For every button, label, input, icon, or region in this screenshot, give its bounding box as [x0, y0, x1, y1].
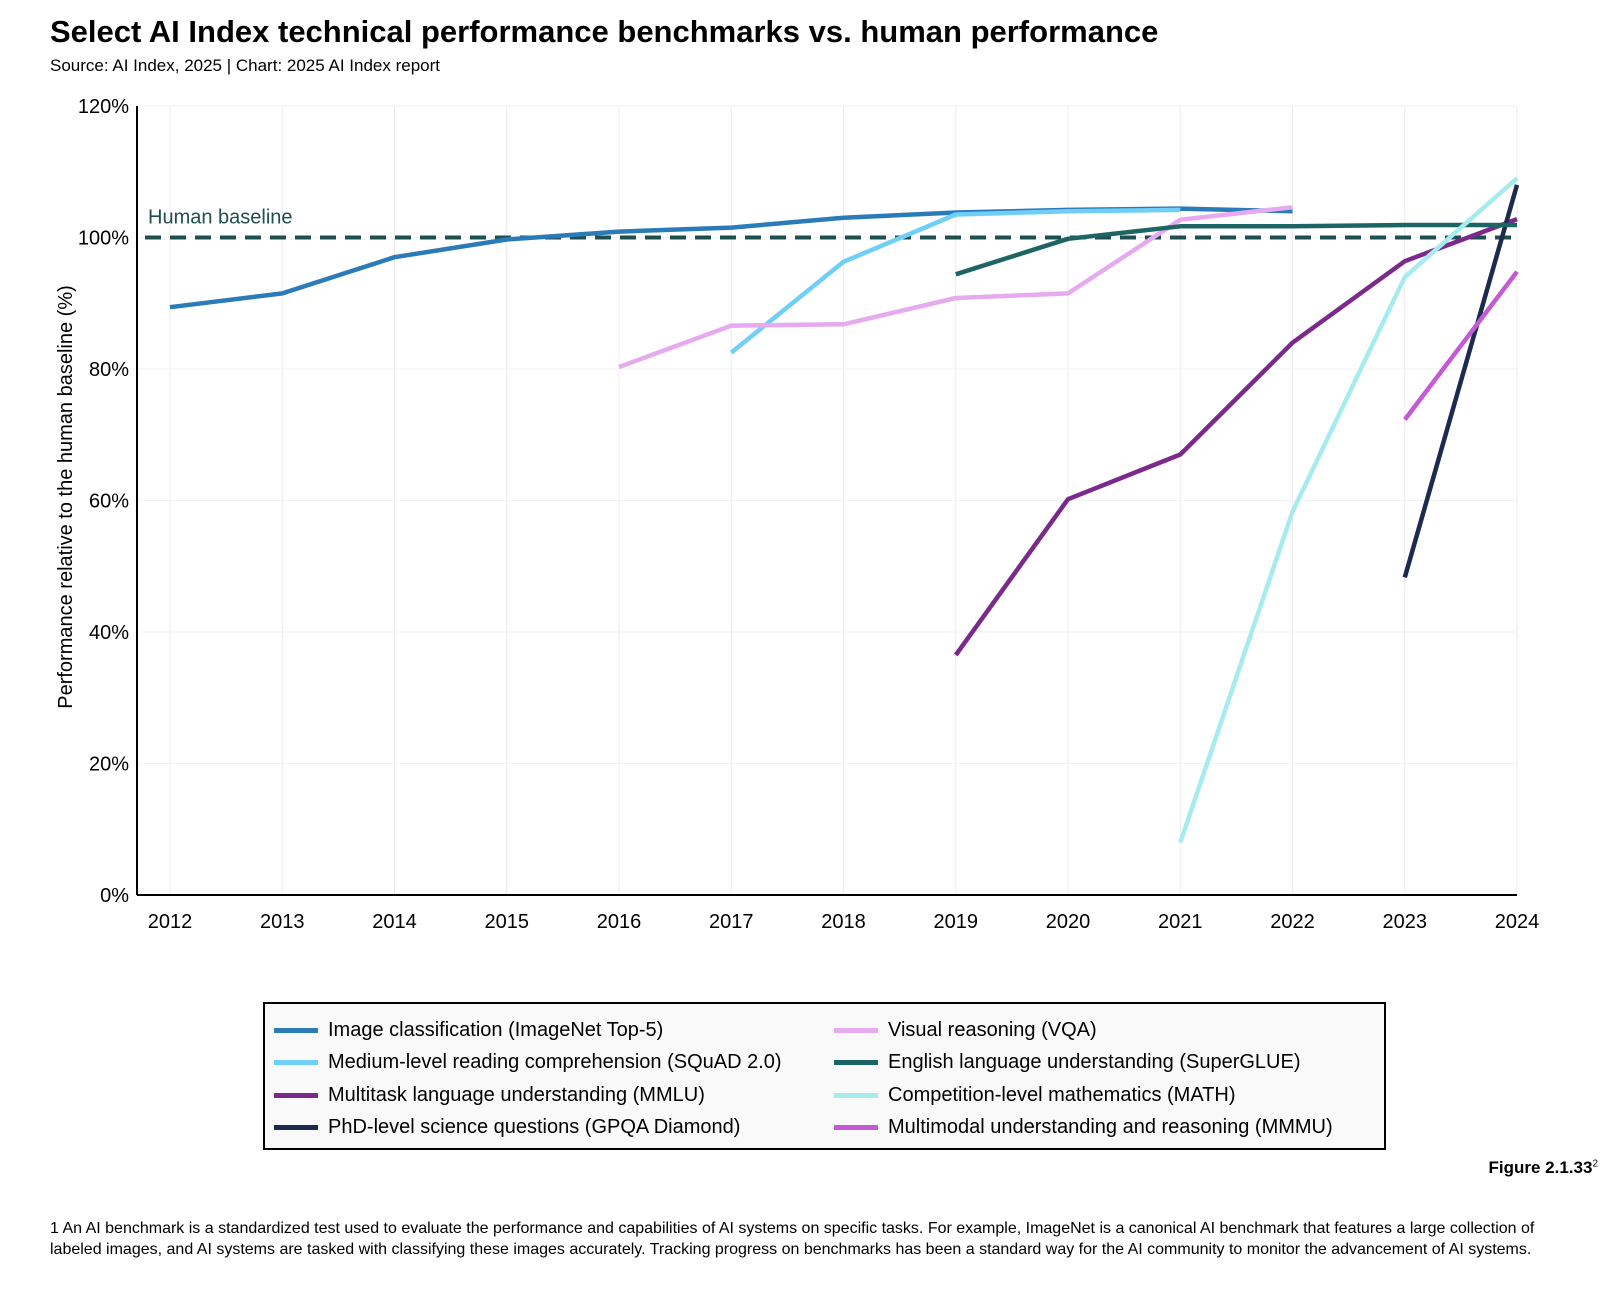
legend-item: Image classification (ImageNet Top-5) [274, 1015, 663, 1045]
x-tick-label: 2015 [485, 911, 530, 933]
x-tick-label: 2018 [821, 911, 866, 933]
series-line-4 [1402, 184, 1520, 579]
legend: Image classification (ImageNet Top-5) Med… [263, 1002, 1386, 1150]
legend-item: English language understanding (SuperGLU… [834, 1048, 1301, 1078]
x-tick-label: 2023 [1383, 911, 1428, 933]
x-tick-label: 2016 [597, 911, 642, 933]
human-baseline: Human baseline [145, 207, 1517, 240]
legend-label: English language understanding (SuperGLU… [888, 1051, 1301, 1073]
figure-label-text: Figure 2.1.33 [1488, 1158, 1593, 1177]
x-tick-label: 2013 [260, 911, 305, 933]
series-line-3 [953, 216, 1518, 657]
axes [136, 106, 1517, 896]
legend-item: PhD-level science questions (GPQA Diamon… [274, 1113, 740, 1143]
y-tick-label: 80% [89, 359, 129, 381]
x-tick-label: 2022 [1270, 911, 1315, 933]
footnote: 1 An AI benchmark is a standardized test… [50, 1220, 1535, 1258]
legend-swatch [834, 1027, 878, 1033]
x-tick-label: 2024 [1495, 911, 1540, 933]
x-tick-label: 2021 [1158, 911, 1203, 933]
x-tick-label: 2014 [372, 911, 417, 933]
legend-swatch [274, 1092, 318, 1098]
legend-label: Competition-level mathematics (MATH) [888, 1083, 1236, 1106]
legend-item: Multitask language understanding (MMLU) [274, 1080, 705, 1110]
series-line-7 [1178, 176, 1519, 844]
line-chart: Human baseline 2012 2013 2014 2015 2016 2017 2… [55, 96, 1539, 933]
legend-label: Multitask language understanding (MMLU) [328, 1083, 705, 1106]
tick-labels: 2012 2013 2014 2015 2016 2017 2018 2019 2020 2021… [78, 96, 1539, 933]
chart-subtitle: Source: AI Index, 2025 | Chart: 2025 AI … [50, 56, 440, 75]
y-tick-label: 120% [78, 96, 129, 118]
y-axis-label: Performance relative to the human baseli… [55, 285, 77, 709]
series-line-8 [1403, 270, 1519, 421]
series-line-5 [618, 205, 1293, 370]
figure-label-superscript: 2 [1592, 1158, 1598, 1170]
figure-label: Figure 2.1.332 [1489, 1158, 1599, 1178]
legend-swatch [834, 1125, 878, 1130]
legend-label: Multimodal understanding and reasoning (… [888, 1116, 1333, 1138]
y-tick-label: 20% [89, 754, 129, 776]
legend-swatch [274, 1125, 318, 1130]
series-lines [169, 176, 1520, 844]
legend-item: Competition-level mathematics (MATH) [834, 1080, 1236, 1110]
legend-swatch [834, 1092, 878, 1098]
legend-label: PhD-level science questions (GPQA Diamon… [328, 1116, 741, 1138]
x-tick-label: 2019 [934, 911, 979, 933]
legend-item: Visual reasoning (VQA) [834, 1015, 1097, 1045]
human-baseline-label: Human baseline [148, 207, 293, 229]
legend-swatch [274, 1027, 318, 1033]
y-tick-label: 60% [89, 491, 129, 513]
legend-item: Multimodal understanding and reasoning (… [834, 1113, 1333, 1143]
x-tick-label: 2017 [709, 911, 754, 933]
legend-label: Visual reasoning (VQA) [888, 1018, 1097, 1041]
legend-swatch [834, 1060, 878, 1065]
y-tick-label: 100% [78, 228, 129, 250]
series-line-2 [729, 207, 1181, 355]
legend-swatch [274, 1060, 318, 1065]
legend-label: Image classification (ImageNet Top-5) [328, 1018, 664, 1041]
legend-item: Medium-level reading comprehension (SQuA… [274, 1048, 782, 1078]
legend-label: Medium-level reading comprehension (SQuA… [328, 1051, 782, 1073]
x-tick-label: 2020 [1046, 911, 1091, 933]
series-line-6 [955, 222, 1517, 277]
y-tick-label: 40% [89, 622, 129, 644]
chart-title: Select AI Index technical performance be… [50, 14, 1159, 49]
y-tick-label: 0% [100, 885, 129, 907]
x-tick-label: 2012 [148, 911, 193, 933]
